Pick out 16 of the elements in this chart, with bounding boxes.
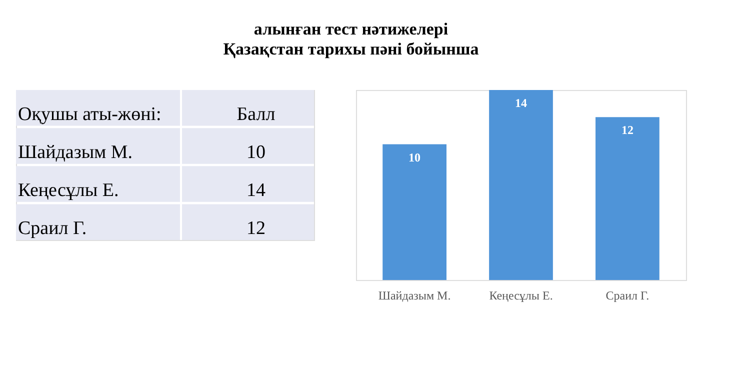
x-tick-label: Сраил Г. — [606, 288, 650, 302]
x-tick-label: Шайдазым М. — [378, 288, 451, 302]
text: Балл — [236, 104, 276, 125]
data-label: 12 — [621, 123, 634, 138]
text: 12 — [246, 218, 266, 240]
text: 10 — [246, 142, 266, 163]
data-label: 14 — [515, 96, 527, 110]
x-tick-label: Кеңесұлы Е. — [489, 288, 553, 302]
chart-subtitle: Қазақстан тарихы пәні бойынша — [223, 40, 480, 58]
data-label: 10 — [408, 150, 421, 164]
text: Шайдазым М. — [18, 142, 133, 163]
text: Оқушы аты-жөні: — [18, 104, 162, 125]
chart-title: алынған тест нәтижелері — [254, 20, 448, 38]
text: Сраил Г. — [18, 218, 87, 240]
text: 14 — [246, 180, 266, 202]
text: Кеңесұлы Е. — [18, 180, 119, 202]
